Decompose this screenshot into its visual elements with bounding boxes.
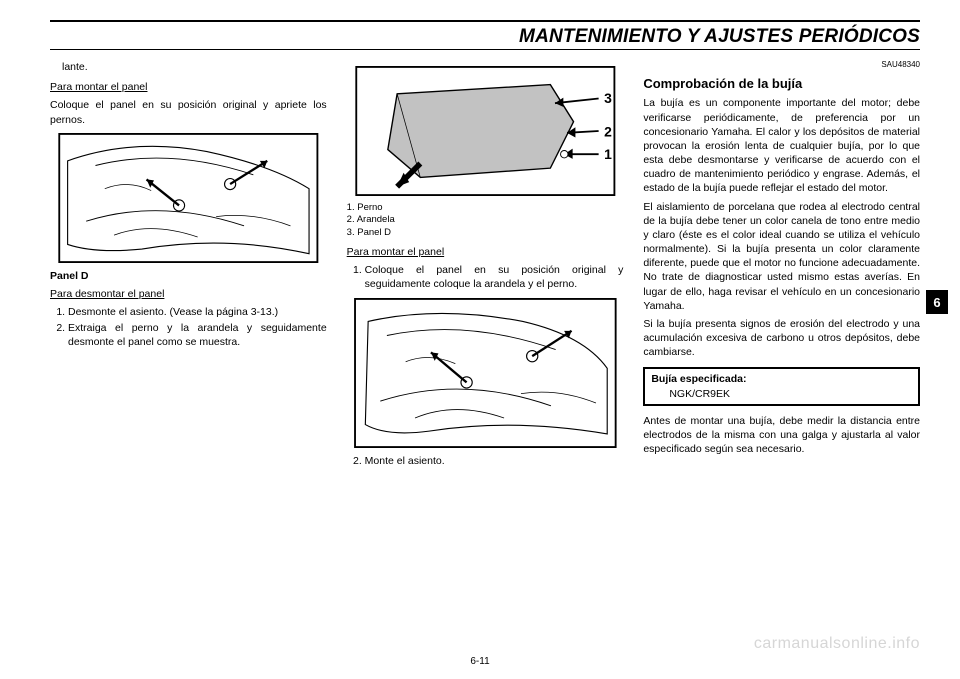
manual-page: MANTENIMIENTO Y AJUSTES PERIÓDICOS lante… xyxy=(0,0,960,679)
remove-step-2: Extraiga el perno y la arandela y seguid… xyxy=(68,321,327,349)
content-columns: lante. Para montar el panel Coloque el p… xyxy=(50,60,920,472)
remove-step-1: Desmonte el asiento. (Vease la página 3-… xyxy=(68,305,327,319)
remove-panel-steps: Desmonte el asiento. (Vease la página 3-… xyxy=(50,305,327,350)
sparkplug-body-1: La bujía es un componente importante del… xyxy=(643,96,920,195)
col2-mount-heading-text: Para montar el panel xyxy=(347,246,444,258)
section-title: Comprobación de la bujía xyxy=(643,75,920,93)
remove-panel-heading: Para desmontar el panel xyxy=(50,287,327,301)
figure-panel-d-labeled: 3 2 1 xyxy=(347,66,624,196)
figure-label-3: 3 xyxy=(604,90,612,106)
col2-mount-steps-2: Monte el asiento. xyxy=(347,454,624,468)
sparkplug-body-2: El aislamiento de porcelana que rodea al… xyxy=(643,200,920,313)
mount-panel-text: Coloque el panel en su posición original… xyxy=(50,98,327,126)
watermark: carmanualsonline.info xyxy=(754,635,920,653)
figure-label-1: 1 xyxy=(604,146,612,162)
figure-label-2: 2 xyxy=(604,124,612,140)
figure-panel-assembly-svg xyxy=(347,298,624,448)
continuation-text: lante. xyxy=(50,60,327,74)
spec-box: Bujía especificada: NGK/CR9EK xyxy=(643,367,920,405)
panel-d-heading: Panel D xyxy=(50,269,327,283)
column-middle: 3 2 1 1. Perno 2. Arandela 3. Panel D Pa… xyxy=(347,60,624,472)
col2-mount-steps: Coloque el panel en su posición original… xyxy=(347,263,624,291)
column-left: lante. Para montar el panel Coloque el p… xyxy=(50,60,327,472)
col2-step-2: Monte el asiento. xyxy=(365,454,624,468)
caption-2: 2. Arandela xyxy=(347,214,624,226)
spec-value: NGK/CR9EK xyxy=(651,387,912,401)
figure-panel-assembly xyxy=(347,298,624,448)
spec-label: Bujía especificada: xyxy=(651,372,912,386)
col2-mount-heading: Para montar el panel xyxy=(347,245,624,259)
sparkplug-body-4: Antes de montar una bujía, debe medir la… xyxy=(643,414,920,457)
section-ref: SAU48340 xyxy=(643,60,920,71)
sparkplug-body-3: Si la bujía presenta signos de erosión d… xyxy=(643,317,920,360)
mount-panel-heading-text: Para montar el panel xyxy=(50,81,147,93)
col2-step-1: Coloque el panel en su posición original… xyxy=(365,263,624,291)
caption-1: 1. Perno xyxy=(347,202,624,214)
page-number: 6-11 xyxy=(0,656,960,667)
page-title: MANTENIMIENTO Y AJUSTES PERIÓDICOS xyxy=(50,22,920,49)
column-right: SAU48340 Comprobación de la bujía La buj… xyxy=(643,60,920,472)
figure-panel-mount-svg xyxy=(50,133,327,263)
rule-top-thin xyxy=(50,49,920,50)
caption-3: 3. Panel D xyxy=(347,227,624,239)
figure-caption-list: 1. Perno 2. Arandela 3. Panel D xyxy=(347,202,624,239)
chapter-tab-label: 6 xyxy=(933,295,940,310)
mount-panel-heading: Para montar el panel xyxy=(50,80,327,94)
figure-panel-d-labeled-svg: 3 2 1 xyxy=(347,66,624,196)
figure-panel-mount xyxy=(50,133,327,263)
chapter-tab-active: 6 xyxy=(926,290,948,314)
remove-panel-heading-text: Para desmontar el panel xyxy=(50,288,164,300)
